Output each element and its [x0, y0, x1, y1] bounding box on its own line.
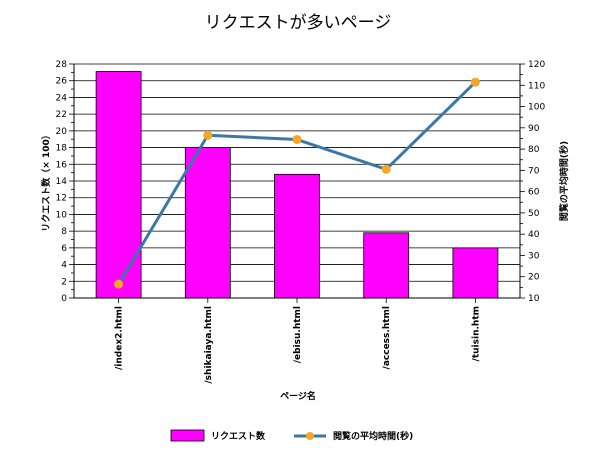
- bar: [95, 71, 142, 299]
- line-point: [292, 135, 302, 145]
- category-labels: /index2.html/shikaiaya.html/ebisu.html/a…: [115, 298, 481, 384]
- line-point: [381, 164, 391, 174]
- bar: [184, 147, 231, 299]
- right-axis-ticks: 10 20 30 40 50 60 70 80 90 100 110 120: [520, 60, 545, 304]
- legend-swatch-marker: [306, 432, 314, 440]
- category-label: /ebisu.html: [293, 306, 303, 363]
- left-tick-label: 16: [56, 160, 68, 170]
- left-tick-label: 24: [56, 93, 68, 103]
- right-tick-label: 90: [528, 124, 540, 134]
- left-tick-label: 8: [61, 227, 67, 237]
- right-tick-label: 30: [528, 251, 540, 261]
- category-label: /index2.html: [115, 306, 125, 370]
- chart-title: リクエストが多いページ: [205, 13, 392, 33]
- bar: [274, 173, 320, 299]
- right-tick-label: 50: [528, 209, 540, 219]
- right-tick-label: 120: [528, 60, 545, 70]
- category-label: /shikaiaya.html: [204, 306, 214, 384]
- right-tick-label: 40: [528, 230, 540, 240]
- legend-swatch-bar: [170, 429, 205, 442]
- line-point: [203, 130, 213, 140]
- category-label: /access.html: [382, 306, 392, 369]
- legend-label-bar: リクエスト数: [211, 430, 266, 442]
- right-tick-label: 20: [528, 273, 540, 283]
- legend-label-line: 閲覧の平均時間(秒): [333, 430, 413, 442]
- bar: [363, 232, 410, 299]
- left-tick-label: 4: [61, 261, 67, 271]
- legend: リクエスト数 閲覧の平均時間(秒): [170, 429, 413, 442]
- left-tick-label: 20: [56, 127, 68, 137]
- line-point: [114, 279, 124, 289]
- left-tick-label: 2: [61, 277, 67, 287]
- left-tick-label: 18: [56, 144, 68, 154]
- left-tick-label: 10: [56, 210, 68, 220]
- right-tick-label: 10: [528, 294, 540, 304]
- right-tick-label: 100: [528, 103, 545, 113]
- left-axis-label: リクエスト数（× 100）: [40, 130, 52, 231]
- bar: [452, 247, 499, 299]
- right-tick-label: 110: [528, 81, 545, 91]
- line-point: [470, 77, 480, 87]
- left-tick-label: 28: [56, 60, 68, 70]
- line-series: [114, 77, 480, 289]
- left-tick-label: 6: [61, 244, 67, 254]
- right-tick-label: 80: [528, 145, 540, 155]
- bar-series: [95, 71, 499, 299]
- left-tick-label: 12: [56, 194, 67, 204]
- right-axis-label: 閲覧の平均時間(秒): [558, 141, 570, 221]
- x-axis-label: ページ名: [280, 390, 316, 402]
- left-tick-label: 26: [56, 77, 68, 87]
- category-label: /tuisin.htm: [471, 306, 481, 361]
- right-tick-label: 60: [528, 188, 540, 198]
- left-tick-label: 22: [56, 110, 67, 120]
- left-tick-label: 0: [61, 294, 67, 304]
- left-tick-label: 14: [56, 177, 68, 187]
- right-tick-label: 70: [528, 166, 540, 176]
